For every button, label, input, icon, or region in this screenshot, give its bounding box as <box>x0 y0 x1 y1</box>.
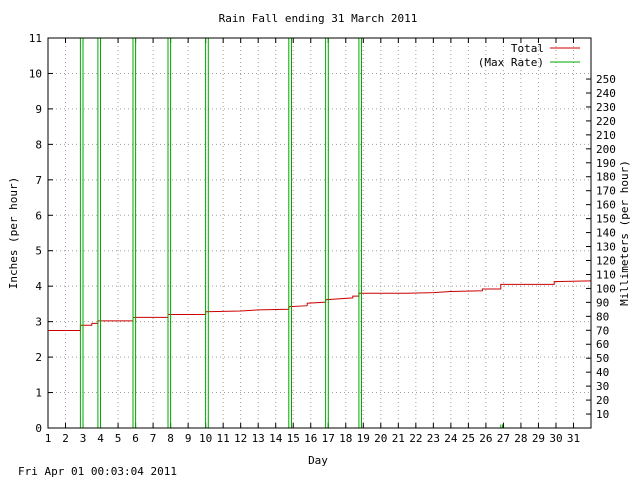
y-tick-label: 4 <box>35 280 42 293</box>
x-tick-label: 29 <box>532 432 545 445</box>
y2-axis: 1020304050607080901001101201301401501601… <box>586 73 616 421</box>
y2-tick-label: 110 <box>596 268 616 281</box>
x-tick-label: 6 <box>132 432 139 445</box>
y2-tick-label: 90 <box>596 296 609 309</box>
y2-tick-label: 80 <box>596 310 609 323</box>
max-rate-spike <box>167 38 172 428</box>
x-tick-label: 25 <box>462 432 475 445</box>
x-tick-label: 10 <box>199 432 212 445</box>
y2-tick-label: 250 <box>596 73 616 86</box>
max-rate-spike <box>325 38 329 428</box>
chart-title: Rain Fall ending 31 March 2011 <box>219 12 418 25</box>
x-tick-label: 16 <box>304 432 317 445</box>
x-tick-label: 27 <box>497 432 510 445</box>
y-tick-label: 6 <box>35 209 42 222</box>
max-rate-spike <box>132 38 137 428</box>
y2-tick-label: 20 <box>596 394 609 407</box>
y2-tick-label: 220 <box>596 115 616 128</box>
y-tick-label: 9 <box>35 103 42 116</box>
x-tick-label: 21 <box>392 432 405 445</box>
x-tick-label: 3 <box>80 432 87 445</box>
generated-timestamp: Fri Apr 01 00:03:04 2011 <box>18 465 177 478</box>
y2-tick-label: 160 <box>596 199 616 212</box>
x-tick-label: 11 <box>217 432 230 445</box>
y2-tick-label: 70 <box>596 324 609 337</box>
x-tick-label: 9 <box>185 432 192 445</box>
y2-tick-label: 10 <box>596 408 609 421</box>
x-tick-label: 15 <box>287 432 300 445</box>
y2-tick-label: 50 <box>596 352 609 365</box>
y2-tick-label: 100 <box>596 282 616 295</box>
y2-tick-label: 140 <box>596 227 616 240</box>
x-tick-label: 20 <box>374 432 387 445</box>
y2-tick-label: 180 <box>596 171 616 184</box>
x-tick-label: 1 <box>45 432 52 445</box>
x-tick-label: 30 <box>549 432 562 445</box>
max-rate-spike <box>205 38 209 428</box>
y2-tick-label: 240 <box>596 87 616 100</box>
y2-tick-label: 130 <box>596 241 616 254</box>
y2-tick-label: 60 <box>596 338 609 351</box>
x-tick-label: 19 <box>357 432 370 445</box>
x-tick-label: 18 <box>339 432 352 445</box>
x-tick-label: 28 <box>514 432 527 445</box>
x-tick-label: 5 <box>115 432 122 445</box>
x-tick-label: 24 <box>444 432 458 445</box>
y-tick-label: 11 <box>29 32 42 45</box>
y-tick-label: 1 <box>35 387 42 400</box>
y-tick-label: 2 <box>35 351 42 364</box>
x-tick-label: 7 <box>150 432 157 445</box>
x-tick-label: 4 <box>97 432 104 445</box>
y2-tick-label: 120 <box>596 254 616 267</box>
x-tick-label: 22 <box>409 432 422 445</box>
y-tick-label: 10 <box>29 67 42 80</box>
y2-tick-label: 40 <box>596 366 609 379</box>
legend-label-max-rate: (Max Rate) <box>478 56 544 69</box>
y2-tick-label: 210 <box>596 129 616 142</box>
y-tick-label: 0 <box>35 422 42 435</box>
y2-tick-label: 230 <box>596 101 616 114</box>
y2-tick-label: 150 <box>596 213 616 226</box>
x-tick-label: 8 <box>167 432 174 445</box>
x-tick-label: 26 <box>479 432 492 445</box>
x-axis-label: Day <box>308 454 328 467</box>
y-tick-label: 3 <box>35 316 42 329</box>
y2-tick-label: 200 <box>596 143 616 156</box>
max-rate-spike <box>358 38 362 428</box>
legend: Total (Max Rate) <box>478 42 580 69</box>
x-tick-label: 17 <box>322 432 335 445</box>
y2-tick-label: 190 <box>596 157 616 170</box>
y-tick-label: 8 <box>35 138 42 151</box>
legend-label-total: Total <box>511 42 544 55</box>
y-tick-label: 5 <box>35 245 42 258</box>
y2-tick-label: 30 <box>596 380 609 393</box>
y-axis-label: Inches (per hour) <box>7 177 20 290</box>
max-rate-spike <box>288 38 292 428</box>
x-tick-label: 13 <box>252 432 265 445</box>
plot-border <box>47 37 592 429</box>
x-tick-label: 12 <box>234 432 247 445</box>
max-rate-spike <box>97 38 101 428</box>
series-area <box>48 38 592 428</box>
y2-tick-label: 170 <box>596 185 616 198</box>
y-axis: 0 1 2 3 4 5 6 7 8 9 10 11 <box>29 32 53 435</box>
x-tick-label: 14 <box>269 432 283 445</box>
y2-axis-label: Millimeters (per hour) <box>618 160 631 306</box>
x-tick-label: 31 <box>567 432 580 445</box>
y-tick-label: 7 <box>35 174 42 187</box>
x-tick-label: 23 <box>427 432 440 445</box>
max-rate-spike <box>500 424 503 428</box>
max-rate-spike <box>79 38 84 428</box>
x-axis: 1 2 3 4 5 6 7 8 9 10 11 12 13 14 15 16 17 18 19 20 21 22 23 24 2… <box>45 38 580 445</box>
x-tick-label: 2 <box>62 432 69 445</box>
